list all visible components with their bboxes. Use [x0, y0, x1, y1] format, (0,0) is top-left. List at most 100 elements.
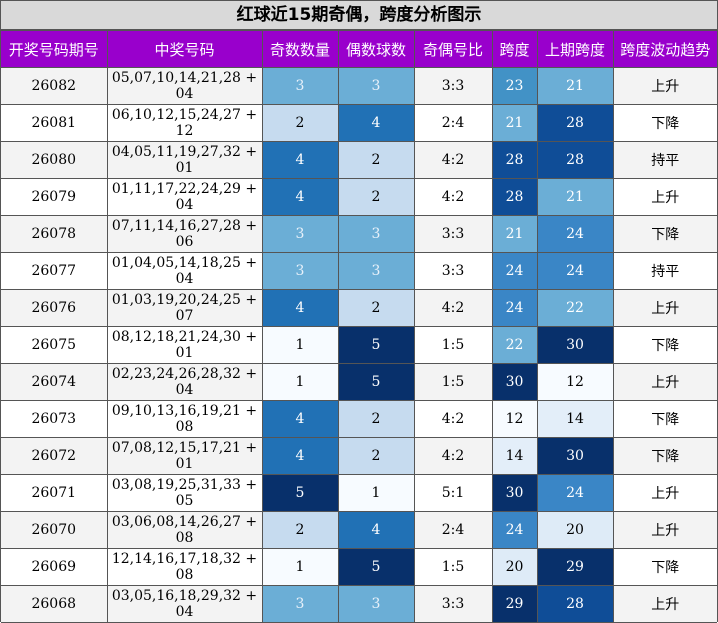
cell-issue: 26076	[1, 289, 108, 327]
cell-ratio: 5:1	[413, 474, 493, 512]
cell-trend: 下降	[612, 400, 717, 438]
cell-odd: 1	[261, 548, 339, 586]
cell-prev-span: 28	[536, 104, 614, 142]
table-row: 26076 01,03,19,20,24,25 + 07 4 2 4:2 24 22 上升	[1, 289, 717, 327]
cell-prev-span: 24	[536, 215, 614, 253]
cell-prev-span: 21	[536, 178, 614, 216]
cell-issue: 26082	[1, 67, 108, 105]
cell-span: 30	[491, 474, 538, 512]
cell-ratio: 4:2	[413, 141, 493, 179]
cell-trend: 持平	[612, 252, 717, 290]
col-header-even: 偶数球数	[337, 30, 415, 68]
table-row: 26078 07,11,14,16,27,28 + 06 3 3 3:3 21 24 下降	[1, 215, 717, 253]
cell-issue: 26073	[1, 400, 108, 438]
cell-ratio: 4:2	[413, 289, 493, 327]
cell-ratio: 2:4	[413, 511, 493, 549]
cell-prev-span: 28	[536, 585, 614, 623]
cell-numbers: 12,14,16,17,18,32 + 08	[106, 548, 263, 586]
cell-odd: 4	[261, 141, 339, 179]
col-header-odd: 奇数数量	[261, 30, 339, 68]
cell-issue: 26077	[1, 252, 108, 290]
table-row: 26068 03,05,16,18,29,32 + 04 3 3 3:3 29 28 上升	[1, 585, 717, 623]
cell-odd: 3	[261, 585, 339, 623]
cell-even: 4	[337, 511, 415, 549]
cell-issue: 26080	[1, 141, 108, 179]
cell-prev-span: 12	[536, 363, 614, 401]
cell-prev-span: 30	[536, 326, 614, 364]
table-row: 26079 01,11,17,22,24,29 + 04 4 2 4:2 28 21 上升	[1, 178, 717, 216]
cell-even: 3	[337, 585, 415, 623]
table-row: 26082 05,07,10,14,21,28 + 04 3 3 3:3 23 21 上升	[1, 67, 717, 105]
cell-trend: 下降	[612, 326, 717, 364]
cell-numbers: 06,10,12,15,24,27 + 12	[106, 104, 263, 142]
cell-odd: 4	[261, 289, 339, 327]
cell-odd: 3	[261, 252, 339, 290]
cell-ratio: 4:2	[413, 400, 493, 438]
cell-even: 1	[337, 474, 415, 512]
cell-numbers: 02,23,24,26,28,32 + 04	[106, 363, 263, 401]
cell-trend: 上升	[612, 289, 717, 327]
col-header-ratio: 奇偶号比	[413, 30, 493, 68]
cell-prev-span: 20	[536, 511, 614, 549]
cell-issue: 26081	[1, 104, 108, 142]
cell-span: 24	[491, 252, 538, 290]
cell-span: 14	[491, 437, 538, 475]
cell-prev-span: 28	[536, 141, 614, 179]
cell-ratio: 1:5	[413, 363, 493, 401]
cell-even: 2	[337, 289, 415, 327]
cell-ratio: 3:3	[413, 67, 493, 105]
cell-span: 29	[491, 585, 538, 623]
cell-prev-span: 21	[536, 67, 614, 105]
cell-ratio: 1:5	[413, 548, 493, 586]
cell-odd: 5	[261, 474, 339, 512]
cell-even: 4	[337, 104, 415, 142]
cell-prev-span: 30	[536, 437, 614, 475]
cell-span: 20	[491, 548, 538, 586]
cell-even: 2	[337, 437, 415, 475]
col-header-prev-span: 上期跨度	[536, 30, 614, 68]
chart-title: 红球近15期奇偶，跨度分析图示	[1, 1, 717, 30]
cell-span: 30	[491, 363, 538, 401]
cell-ratio: 2:4	[413, 104, 493, 142]
table-body: 26082 05,07,10,14,21,28 + 04 3 3 3:3 23 21 上升 26…	[1, 67, 717, 623]
cell-numbers: 01,11,17,22,24,29 + 04	[106, 178, 263, 216]
cell-trend: 上升	[612, 511, 717, 549]
cell-odd: 4	[261, 437, 339, 475]
cell-span: 21	[491, 215, 538, 253]
cell-ratio: 4:2	[413, 437, 493, 475]
col-header-numbers: 中奖号码	[106, 30, 263, 68]
cell-odd: 3	[261, 67, 339, 105]
cell-numbers: 04,05,11,19,27,32 + 01	[106, 141, 263, 179]
cell-trend: 下降	[612, 437, 717, 475]
cell-ratio: 1:5	[413, 326, 493, 364]
cell-span: 28	[491, 178, 538, 216]
table-row: 26080 04,05,11,19,27,32 + 01 4 2 4:2 28 28 持平	[1, 141, 717, 179]
cell-span: 21	[491, 104, 538, 142]
col-header-span: 跨度	[491, 30, 538, 68]
cell-odd: 2	[261, 511, 339, 549]
cell-issue: 26074	[1, 363, 108, 401]
cell-numbers: 03,08,19,25,31,33 + 05	[106, 474, 263, 512]
cell-even: 3	[337, 252, 415, 290]
table-row: 26071 03,08,19,25,31,33 + 05 5 1 5:1 30 24 上升	[1, 474, 717, 512]
cell-numbers: 01,03,19,20,24,25 + 07	[106, 289, 263, 327]
table-row: 26075 08,12,18,21,24,30 + 01 1 5 1:5 22 30 下降	[1, 326, 717, 364]
cell-issue: 26068	[1, 585, 108, 623]
cell-span: 23	[491, 67, 538, 105]
data-table: 开奖号码期号 中奖号码 奇数数量 偶数球数 奇偶号比 跨度 上期跨度 跨度波动趋…	[1, 30, 717, 623]
col-header-trend: 跨度波动趋势	[612, 30, 717, 68]
cell-odd: 3	[261, 215, 339, 253]
cell-even: 3	[337, 215, 415, 253]
cell-prev-span: 22	[536, 289, 614, 327]
cell-numbers: 08,12,18,21,24,30 + 01	[106, 326, 263, 364]
cell-span: 24	[491, 289, 538, 327]
cell-trend: 下降	[612, 215, 717, 253]
cell-odd: 1	[261, 326, 339, 364]
cell-trend: 持平	[612, 141, 717, 179]
cell-trend: 上升	[612, 474, 717, 512]
cell-numbers: 07,11,14,16,27,28 + 06	[106, 215, 263, 253]
cell-trend: 上升	[612, 363, 717, 401]
table-row: 26074 02,23,24,26,28,32 + 04 1 5 1:5 30 12 上升	[1, 363, 717, 401]
table-row: 26073 09,10,13,16,19,21 + 08 4 2 4:2 12 14 下降	[1, 400, 717, 438]
cell-ratio: 3:3	[413, 252, 493, 290]
